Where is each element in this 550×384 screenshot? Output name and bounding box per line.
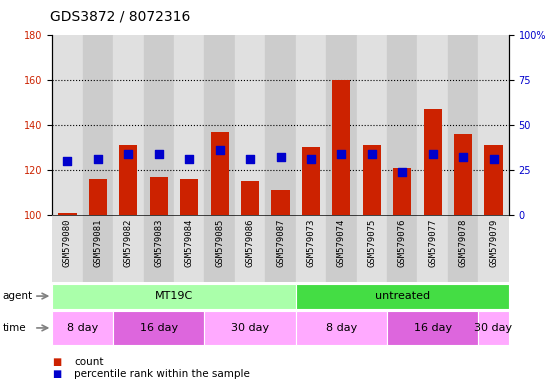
Bar [113, 35, 144, 215]
Text: ■: ■ [52, 369, 62, 379]
Point [428, 151, 437, 157]
Text: MT19C: MT19C [155, 291, 193, 301]
Point [367, 151, 376, 157]
Point [63, 158, 72, 164]
Text: GSM579079: GSM579079 [489, 218, 498, 267]
Text: ■: ■ [52, 357, 62, 367]
Text: GSM579081: GSM579081 [94, 218, 102, 267]
Point [337, 151, 346, 157]
Bar [417, 215, 448, 282]
Bar [52, 35, 82, 215]
Bar [296, 35, 326, 215]
Text: GSM579073: GSM579073 [306, 218, 316, 267]
Point [94, 156, 102, 162]
Point [306, 156, 315, 162]
Text: time: time [3, 323, 26, 333]
Text: GSM579082: GSM579082 [124, 218, 133, 267]
Text: GDS3872 / 8072316: GDS3872 / 8072316 [50, 10, 190, 23]
Text: 8 day: 8 day [326, 323, 357, 333]
Bar [52, 215, 82, 282]
Text: GSM579083: GSM579083 [154, 218, 163, 267]
Point [459, 154, 468, 161]
Bar [144, 35, 174, 215]
Bar [478, 35, 509, 215]
Point [489, 156, 498, 162]
Bar [205, 215, 235, 282]
Text: 16 day: 16 day [414, 323, 452, 333]
FancyBboxPatch shape [387, 311, 478, 345]
Text: 30 day: 30 day [475, 323, 513, 333]
FancyBboxPatch shape [296, 283, 509, 309]
Bar [356, 215, 387, 282]
Point [124, 151, 133, 157]
FancyBboxPatch shape [205, 311, 296, 345]
Text: agent: agent [3, 291, 33, 301]
Bar [296, 215, 326, 282]
Bar [144, 215, 174, 282]
Point [185, 156, 194, 162]
Text: 8 day: 8 day [67, 323, 98, 333]
Text: GSM579077: GSM579077 [428, 218, 437, 267]
Text: 16 day: 16 day [140, 323, 178, 333]
Text: GSM579086: GSM579086 [245, 218, 255, 267]
Bar [174, 215, 205, 282]
Point [215, 147, 224, 153]
Bar [174, 35, 205, 215]
Point [155, 151, 163, 157]
Text: GSM579084: GSM579084 [185, 218, 194, 267]
Bar [265, 215, 296, 282]
Bar [211, 132, 229, 215]
Text: percentile rank within the sample: percentile rank within the sample [74, 369, 250, 379]
Bar [82, 215, 113, 282]
Bar [448, 215, 478, 282]
Bar [485, 145, 503, 215]
Bar [58, 213, 76, 215]
Bar [387, 215, 417, 282]
Bar [271, 190, 290, 215]
Bar [326, 215, 356, 282]
Text: count: count [74, 357, 104, 367]
Bar [448, 35, 478, 215]
Point [246, 156, 255, 162]
FancyBboxPatch shape [52, 283, 296, 309]
Bar [454, 134, 472, 215]
FancyBboxPatch shape [113, 311, 205, 345]
Bar [424, 109, 442, 215]
Bar [265, 35, 296, 215]
Bar [113, 215, 144, 282]
Bar [82, 35, 113, 215]
Bar [180, 179, 199, 215]
Bar [235, 215, 265, 282]
Text: GSM579085: GSM579085 [215, 218, 224, 267]
FancyBboxPatch shape [296, 311, 387, 345]
Point [398, 169, 406, 175]
Bar [326, 35, 356, 215]
FancyBboxPatch shape [52, 311, 113, 345]
Text: GSM579078: GSM579078 [459, 218, 468, 267]
Point [276, 154, 285, 161]
Text: untreated: untreated [375, 291, 430, 301]
Bar [241, 181, 259, 215]
Bar [356, 35, 387, 215]
Bar [393, 168, 411, 215]
Bar [89, 179, 107, 215]
Bar [119, 145, 138, 215]
Bar [205, 35, 235, 215]
Text: GSM579076: GSM579076 [398, 218, 407, 267]
Bar [235, 35, 265, 215]
Bar [387, 35, 417, 215]
Bar [332, 80, 350, 215]
Bar [302, 147, 320, 215]
Text: 30 day: 30 day [231, 323, 269, 333]
Text: GSM579075: GSM579075 [367, 218, 376, 267]
FancyBboxPatch shape [478, 311, 509, 345]
Bar [478, 215, 509, 282]
Bar [417, 35, 448, 215]
Text: GSM579080: GSM579080 [63, 218, 72, 267]
Text: GSM579087: GSM579087 [276, 218, 285, 267]
Bar [362, 145, 381, 215]
Text: GSM579074: GSM579074 [337, 218, 346, 267]
Bar [150, 177, 168, 215]
